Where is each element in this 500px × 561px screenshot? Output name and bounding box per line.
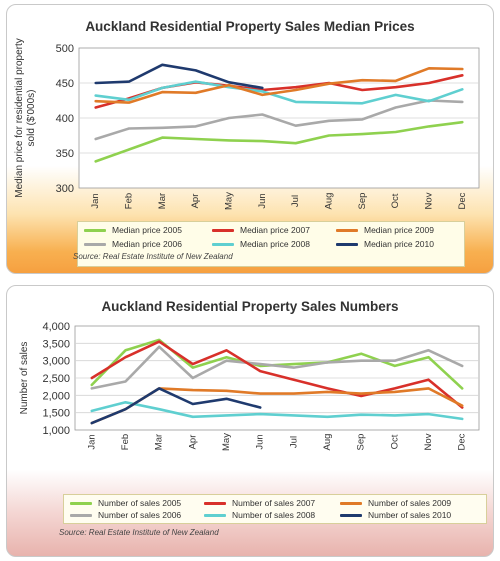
x-tick-label: Oct xyxy=(389,434,400,449)
legend-item: Number of sales 2007 xyxy=(204,498,315,508)
sales-numbers-panel: Auckland Residential Property Sales Numb… xyxy=(6,285,494,557)
x-tick-label: Jan xyxy=(86,434,97,449)
legend-item: Number of sales 2008 xyxy=(204,510,315,520)
legend-item: Number of sales 2009 xyxy=(340,498,451,508)
legend-swatch xyxy=(70,502,92,506)
x-tick-label: Oct xyxy=(390,193,401,208)
legend-swatch xyxy=(340,514,362,518)
x-tick-label: May xyxy=(221,433,232,451)
legend: Number of sales 2005 Number of sales 200… xyxy=(63,494,487,524)
legend-item: Median price 2005 xyxy=(84,225,182,235)
legend-swatch xyxy=(204,502,226,506)
x-tick-label: Mar xyxy=(157,193,168,209)
x-tick-label: Sep xyxy=(356,434,367,451)
x-tick-label: Jul xyxy=(290,195,301,207)
y-tick-label: 4,000 xyxy=(42,321,70,333)
x-tick-label: Feb xyxy=(124,193,135,209)
sales-numbers-chart: 1,000 1,500 2,000 2,500 3,000 3,500 4,000 Jan Fe… xyxy=(19,321,480,451)
x-tick-label: Apr xyxy=(187,435,198,450)
x-tick-label: Jun xyxy=(257,193,268,208)
legend-swatch xyxy=(340,502,362,506)
legend-item: Number of sales 2005 xyxy=(70,498,181,508)
y-tick-label: 1,500 xyxy=(42,408,70,420)
series-line xyxy=(94,80,464,105)
y-tick-label: 1,000 xyxy=(42,425,70,437)
x-tick-label: Apr xyxy=(190,194,201,209)
chart-title: Auckland Residential Property Sales Medi… xyxy=(85,19,415,34)
series-line xyxy=(90,387,262,425)
series-line xyxy=(90,345,464,390)
series-line xyxy=(90,401,464,421)
x-tick-label: Jul xyxy=(288,436,299,448)
series-line xyxy=(94,67,464,104)
y-tick-label: 500 xyxy=(56,43,74,55)
legend-item: Number of sales 2010 xyxy=(340,510,451,520)
y-axis-title-line: Median price for residential property xyxy=(14,38,25,198)
legend: Median price 2005 Median price 2007 Medi… xyxy=(77,221,465,267)
y-tick-label: 2,000 xyxy=(42,390,70,402)
series-line xyxy=(94,63,264,90)
x-tick-label: Dec xyxy=(457,192,468,209)
x-tick-label: May xyxy=(224,192,235,210)
legend-item: Median price 2009 xyxy=(336,225,434,235)
legend-item: Median price 2006 xyxy=(84,239,182,249)
legend-swatch xyxy=(336,229,358,233)
legend-swatch xyxy=(336,243,358,247)
chart-title: Auckland Residential Property Sales Numb… xyxy=(101,299,399,314)
legend-item: Median price 2010 xyxy=(336,239,434,249)
median-prices-chart: 300 350 400 450 500 Jan Feb Mar Apr May Jun Jul Aug S… xyxy=(14,38,480,210)
x-tick-label: Nov xyxy=(424,192,435,209)
y-tick-label: 400 xyxy=(56,113,74,125)
y-axis-title-line: sold ($'000s) xyxy=(26,90,37,147)
x-tick-label: Sep xyxy=(357,193,368,210)
y-tick-label: 3,500 xyxy=(42,338,70,350)
series-line xyxy=(94,99,464,141)
legend-item: Median price 2007 xyxy=(212,225,310,235)
x-tick-label: Aug xyxy=(322,434,333,451)
legend-swatch xyxy=(212,229,234,233)
legend-swatch xyxy=(84,229,106,233)
y-tick-label: 450 xyxy=(56,78,74,90)
x-tick-label: Jun xyxy=(255,434,266,449)
y-tick-label: 2,500 xyxy=(42,373,70,385)
y-tick-label: 3,000 xyxy=(42,356,70,368)
x-tick-label: Dec xyxy=(457,433,468,450)
x-tick-label: Jan xyxy=(90,193,101,208)
y-tick-label: 350 xyxy=(56,148,74,160)
x-tick-label: Aug xyxy=(324,193,335,210)
series-line xyxy=(94,120,464,163)
x-tick-label: Nov xyxy=(423,433,434,450)
median-prices-panel: Auckland Residential Property Sales Medi… xyxy=(6,4,494,274)
legend-swatch xyxy=(70,514,92,518)
y-axis-title: Median price for residential propertysol… xyxy=(14,38,37,198)
y-tick-label: 300 xyxy=(56,183,74,195)
legend-item: Number of sales 2006 xyxy=(70,510,181,520)
legend-swatch xyxy=(212,243,234,247)
y-axis-title: Number of sales xyxy=(19,342,30,415)
legend-item: Median price 2008 xyxy=(212,239,310,249)
source-note: Source: Real Estate Institute of New Zea… xyxy=(73,252,233,261)
x-tick-label: Feb xyxy=(120,434,131,450)
x-tick-label: Mar xyxy=(154,434,165,450)
series-line xyxy=(90,340,464,409)
source-note: Source: Real Estate Institute of New Zea… xyxy=(59,528,219,537)
legend-swatch xyxy=(204,514,226,518)
legend-swatch xyxy=(84,243,106,247)
